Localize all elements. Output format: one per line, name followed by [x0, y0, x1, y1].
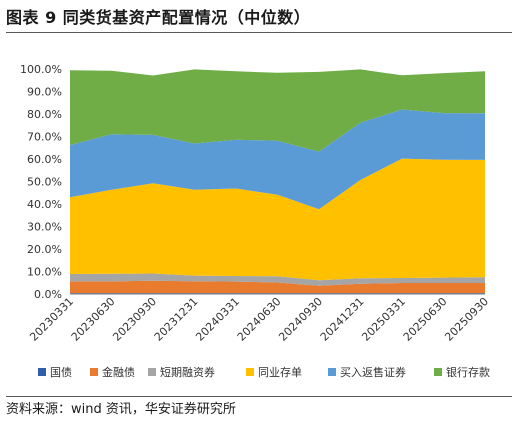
stacked-area-chart: 0.0% 10.0% 20.0% 30.0% 40.0% 50.0% 60.0% 70.0% 8… [20, 63, 491, 379]
x-tick-label: 20250930 [442, 295, 491, 344]
legend-label: 国债 [50, 365, 72, 379]
x-tick-label: 20250630 [401, 295, 450, 344]
y-tick-label: 0.0% [34, 288, 62, 301]
area-series-1 [70, 280, 485, 294]
y-tick-label: 20.0% [27, 243, 62, 256]
y-tick-label: 30.0% [27, 221, 62, 234]
x-tick-label: 20230331 [27, 295, 76, 344]
x-axis: 2023033120230630202309302023123120240331… [27, 294, 491, 344]
legend-item-3: 同业存单 [246, 365, 302, 379]
legend-item-4: 买入返售证券 [328, 365, 406, 379]
figure-title: 图表 9 同类货基资产配置情况（中位数） [6, 4, 512, 33]
x-tick-label: 20240930 [276, 295, 325, 344]
y-tick-label: 40.0% [27, 198, 62, 211]
x-tick-label: 20240331 [193, 295, 242, 344]
legend-swatch [328, 368, 336, 376]
area-layer [70, 69, 485, 294]
x-tick-label: 20240630 [235, 295, 284, 344]
y-tick-label: 10.0% [27, 266, 62, 279]
legend-label: 同业存单 [258, 365, 302, 379]
y-tick-label: 100.0% [20, 63, 62, 76]
legend-label: 短期融资券 [160, 365, 215, 379]
area-series-5 [70, 69, 485, 152]
y-tick-label: 60.0% [27, 153, 62, 166]
source-note: 资料来源：wind 资讯，华安证券研究所 [6, 396, 512, 423]
area-series-2 [70, 273, 485, 286]
x-tick-label: 20250331 [359, 295, 408, 344]
legend-item-0: 国债 [38, 365, 72, 379]
area-series-0 [70, 293, 485, 294]
x-tick-label: 20230930 [110, 295, 159, 344]
x-tick-label: 20230630 [69, 295, 118, 344]
y-tick-label: 90.0% [27, 86, 62, 99]
legend-swatch [148, 368, 156, 376]
legend-item-2: 短期融资券 [148, 365, 215, 379]
legend-label: 银行存款 [446, 365, 490, 379]
legend-swatch [246, 368, 254, 376]
legend-swatch [90, 368, 98, 376]
legend: 国债 金融债 短期融资券 同业存单 买入返售证券 银行存款 [38, 365, 490, 379]
legend-label: 金融债 [102, 365, 135, 379]
area-series-4 [70, 109, 485, 210]
legend-label: 买入返售证券 [340, 365, 406, 379]
x-tick-label: 20241231 [318, 295, 367, 344]
legend-swatch [38, 368, 46, 376]
y-tick-label: 70.0% [27, 131, 62, 144]
legend-item-5: 银行存款 [434, 365, 490, 379]
y-tick-label: 80.0% [27, 108, 62, 121]
x-tick-label: 20231231 [152, 295, 201, 344]
y-axis: 0.0% 10.0% 20.0% 30.0% 40.0% 50.0% 60.0% 70.0% 8… [20, 63, 62, 301]
legend-item-1: 金融债 [90, 365, 135, 379]
legend-swatch [434, 368, 442, 376]
area-series-3 [70, 158, 485, 281]
y-tick-label: 50.0% [27, 176, 62, 189]
